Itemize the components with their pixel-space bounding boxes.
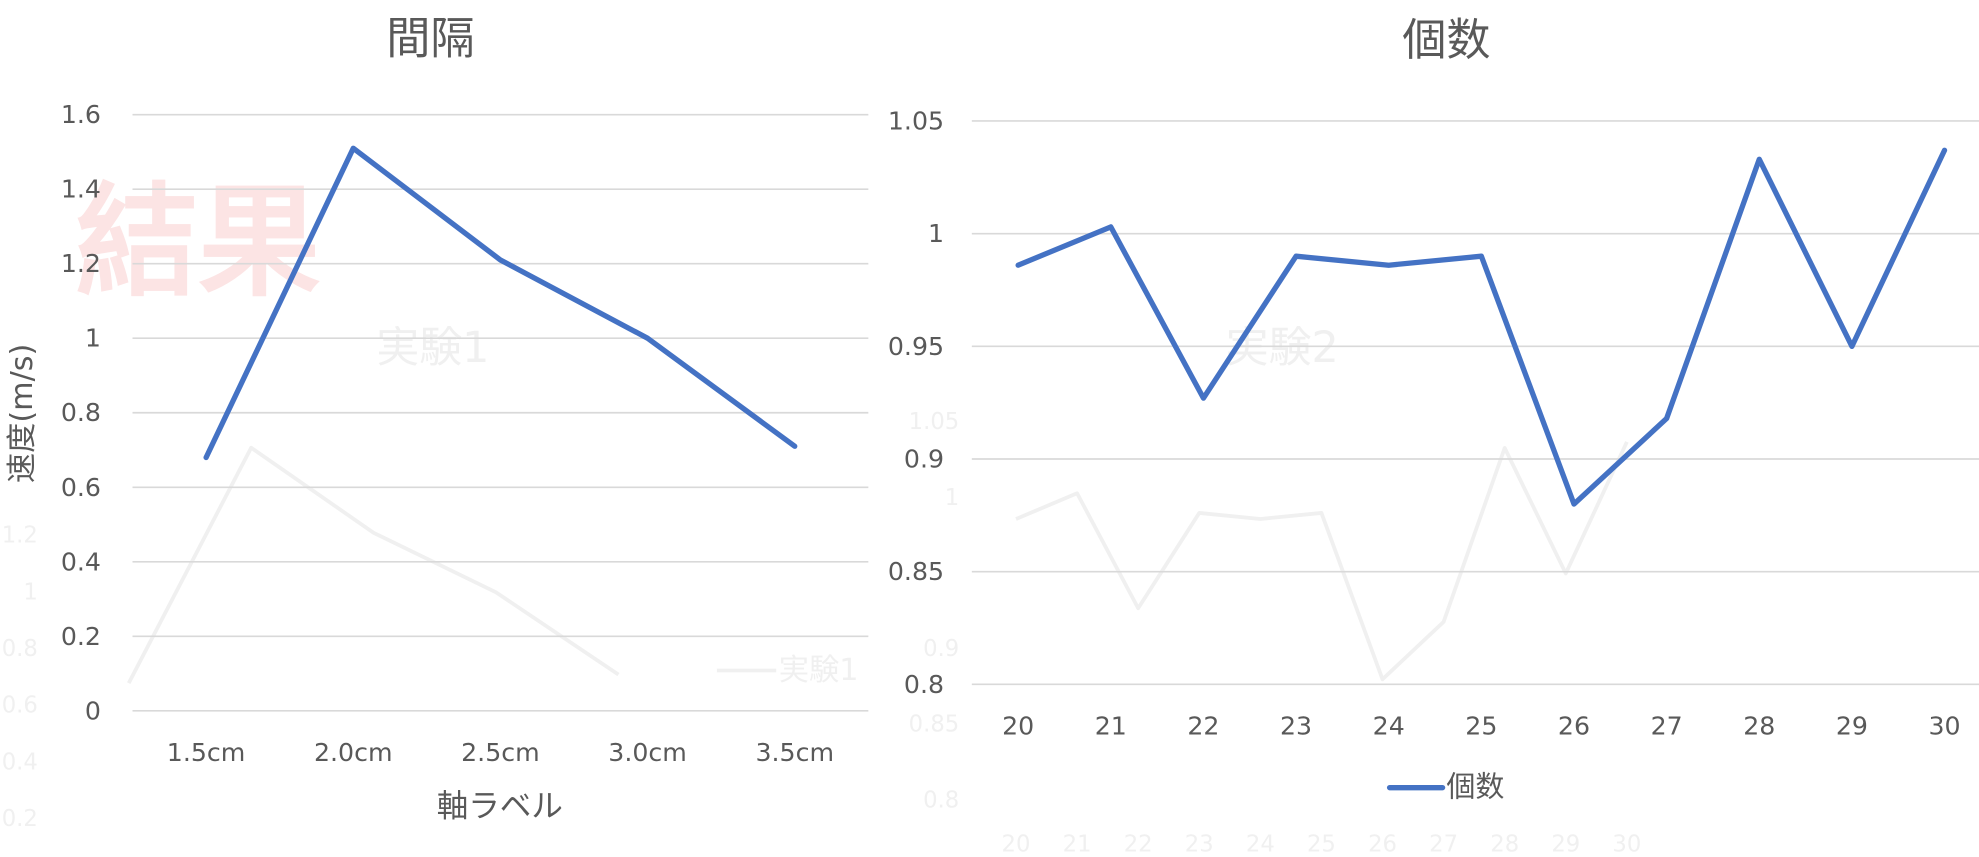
overlay-x-tick-label: 30 (1612, 831, 1641, 857)
x-tick-label: 23 (1280, 711, 1312, 740)
y-tick-label: 0.8 (61, 398, 101, 427)
x-tick-label: 22 (1187, 711, 1219, 740)
overlay-left-chart: 1.2 1 0.8 0.6 0.4 0.2 (2, 445, 620, 832)
left-chart: 間隔 0 0.2 0.4 0.6 0.8 1 1.2 1.4 1.6 1.5cm 2.0cm 2.5c… (5, 14, 869, 825)
y-tick-label: 1.05 (888, 106, 944, 135)
y-tick-label: 1.2 (61, 249, 101, 278)
x-tick-label: 30 (1928, 711, 1960, 740)
overlay-left-title: 実験1 (376, 323, 489, 373)
x-axis-label: 軸ラベル (437, 789, 563, 825)
overlay-series-line (1015, 441, 1629, 682)
overlay-right-chart: 1.05 1 0.9 0.85 0.8 20 21 22 23 24 25 26 27 28 29 30 (909, 409, 1642, 857)
x-tick-label: 2.5cm (461, 738, 540, 767)
y-tick-label: 0.8 (904, 670, 944, 699)
overlay-y-tick-label: 0.8 (2, 636, 38, 662)
x-tick-label: 29 (1836, 711, 1868, 740)
y-tick-label: 1.4 (61, 175, 101, 204)
chart-title: 間隔 (386, 14, 474, 65)
overlay-y-tick-label: 1 (945, 485, 959, 511)
y-tick-label: 0 (85, 696, 101, 725)
overlay-series-line (127, 445, 620, 684)
y-axis-label: 速度(m/s) (5, 344, 40, 483)
x-tick-label: 20 (1002, 711, 1034, 740)
series-line (203, 145, 798, 461)
overlay-x-tick-label: 20 (1002, 831, 1031, 857)
overlay-x-tick-label: 22 (1124, 831, 1153, 857)
overlay-y-tick-label: 0.8 (923, 787, 959, 813)
y-tick-label: 0.9 (904, 445, 944, 474)
overlay-y-tick-label: 0.2 (2, 806, 38, 832)
chart-title: 個数 (1402, 15, 1490, 66)
watermark-text: 結果 (76, 171, 321, 314)
overlay-y-tick-label: 1.05 (909, 409, 960, 435)
x-tick-label: 3.5cm (755, 738, 834, 767)
overlay-x-tick-label: 28 (1490, 831, 1519, 857)
overlay-x-tick-label: 24 (1246, 831, 1275, 857)
plot-area: 0 0.2 0.4 0.6 0.8 1 1.2 1.4 1.6 1.5cm 2.0cm 2.5cm 3.… (61, 100, 869, 767)
overlay-y-tick-label: 1 (23, 579, 37, 605)
overlay-x-tick-label: 29 (1551, 831, 1580, 857)
y-tick-label: 0.95 (888, 332, 944, 361)
overlay-x-tick-label: 27 (1429, 831, 1458, 857)
x-tick-label: 27 (1651, 711, 1683, 740)
overlay-x-tick-label: 25 (1307, 831, 1336, 857)
overlay-x-tick-label: 23 (1185, 831, 1214, 857)
x-tick-label: 28 (1743, 711, 1775, 740)
y-tick-label: 1 (85, 324, 101, 353)
background-overlay: 結果 実験1 実験2 1.210.80.60.40.2 1.0510.90.85… (2, 171, 1642, 857)
right-chart: 個数 0.8 0.85 0.9 0.95 1 1.05 20 21 22 23 24 25 26 27 28… (888, 15, 1979, 803)
series-line (1015, 147, 1948, 507)
overlay-y-tick-label: 0.85 (909, 712, 960, 738)
y-tick-label: 0.4 (61, 547, 101, 576)
overlay-legend-label: 実験1 (779, 653, 859, 688)
overlay-y-tick-label: 0.9 (923, 636, 959, 662)
y-tick-label: 0.6 (61, 473, 101, 502)
plot-area: 0.8 0.85 0.9 0.95 1 1.05 20 21 22 23 24 25 26 27 28 29 3… (888, 106, 1979, 740)
x-tick-label: 3.0cm (608, 738, 687, 767)
x-tick-label: 21 (1095, 711, 1127, 740)
overlay-right-title: 実験2 (1226, 323, 1339, 373)
y-tick-label: 0.2 (61, 622, 101, 651)
overlay-x-tick-label: 26 (1368, 831, 1397, 857)
legend: 個数 (1386, 769, 1504, 803)
overlay-y-tick-label: 0.6 (2, 693, 38, 719)
overlay-x-tick-label: 21 (1063, 831, 1092, 857)
x-tick-label: 1.5cm (167, 738, 246, 767)
x-tick-label: 2.0cm (314, 738, 393, 767)
y-tick-label: 0.85 (888, 557, 944, 586)
y-tick-label: 1 (928, 219, 944, 248)
x-tick-label: 25 (1465, 711, 1497, 740)
x-tick-label: 26 (1558, 711, 1590, 740)
overlay-y-tick-label: 1.2 (2, 523, 38, 549)
x-tick-label: 24 (1373, 711, 1405, 740)
y-tick-label: 1.6 (61, 100, 101, 129)
overlay-y-tick-label: 0.4 (2, 749, 38, 775)
legend-label: 個数 (1446, 769, 1504, 803)
